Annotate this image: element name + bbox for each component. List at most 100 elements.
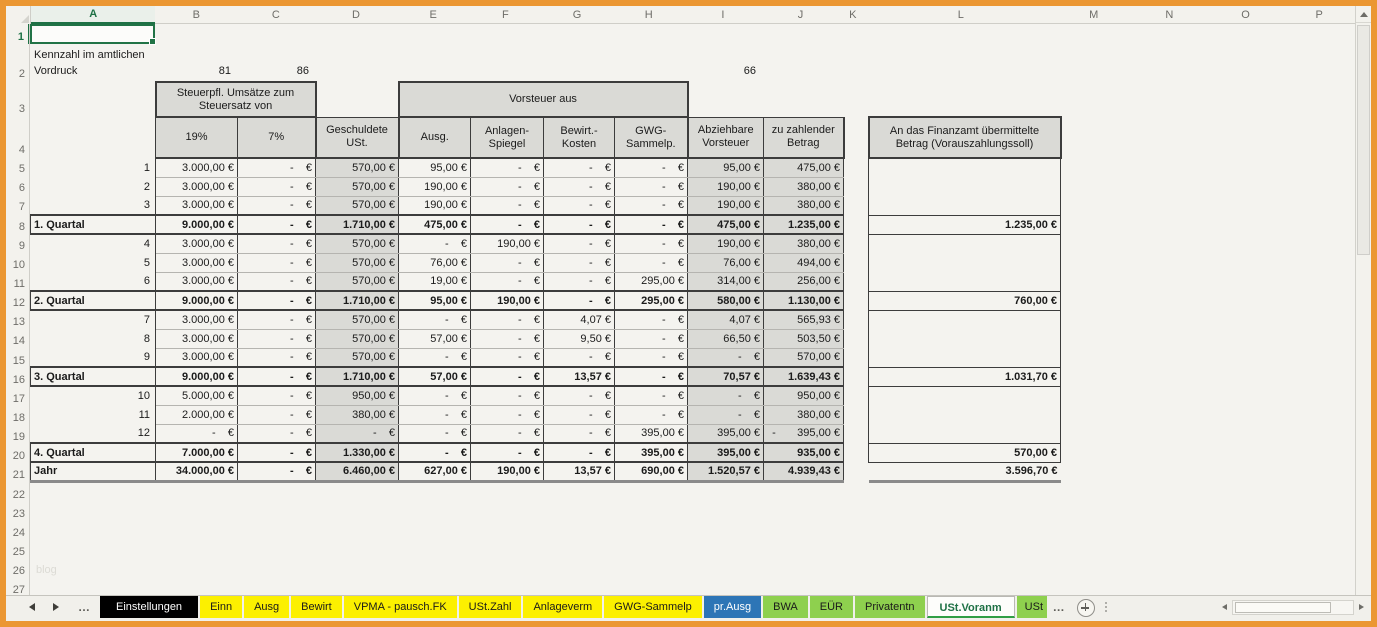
sheet-tab[interactable]: Einstellungen [100, 596, 199, 618]
cell-abziehbare-vorsteuer[interactable]: 190,00 € [687, 233, 764, 254]
cell-zu-zahlender-betrag[interactable]: 1.130,00 € [763, 290, 844, 311]
cell-gwg-sammelp[interactable]: 295,00 € [614, 271, 688, 292]
add-sheet-button[interactable] [1076, 599, 1095, 617]
cell-umsatz-7[interactable]: - € [237, 461, 316, 483]
cell-finanzamt-betrag[interactable] [868, 177, 1061, 196]
cell-umsatz-7[interactable]: - € [237, 442, 316, 463]
cell-period-label[interactable]: 6 [30, 272, 156, 291]
cell-ausg[interactable]: 76,00 € [398, 252, 471, 273]
cell-zu-zahlender-betrag[interactable]: 380,00 € [763, 404, 844, 425]
column-header[interactable]: G [541, 6, 613, 24]
cell-finanzamt-betrag[interactable]: 1.031,70 € [868, 366, 1061, 387]
sheet-tab[interactable]: GWG-Sammelp [604, 596, 702, 618]
row-header[interactable]: 26 [12, 565, 25, 578]
cell-bewirt-kosten[interactable]: - € [543, 290, 615, 311]
cell-umsatz-7[interactable]: - € [237, 423, 316, 444]
cell-ausg[interactable]: 95,00 € [398, 290, 471, 311]
cell-ausg[interactable]: 190,00 € [398, 195, 471, 216]
cell-ausg[interactable]: - € [398, 385, 471, 406]
cell-geschuldete-ust[interactable]: 380,00 € [315, 404, 399, 425]
cell-geschuldete-ust[interactable]: 570,00 € [315, 252, 399, 273]
cell-geschuldete-ust[interactable]: 570,00 € [315, 347, 399, 368]
row-header[interactable]: 21 [12, 469, 25, 482]
cell-umsatz-19[interactable]: 7.000,00 € [155, 442, 238, 463]
column-header[interactable]: E [397, 6, 469, 24]
cell-umsatz-19[interactable]: 3.000,00 € [155, 309, 238, 330]
cell-period-label[interactable]: 4. Quartal [30, 442, 156, 463]
cell-zu-zahlender-betrag[interactable]: 380,00 € [763, 195, 844, 216]
cell-geschuldete-ust[interactable]: 570,00 € [315, 271, 399, 292]
cell-abziehbare-vorsteuer[interactable]: 95,00 € [687, 157, 764, 178]
row-header[interactable]: 25 [12, 545, 25, 558]
cell-gwg-sammelp[interactable]: - € [614, 157, 688, 178]
cell-finanzamt-betrag[interactable] [868, 386, 1061, 405]
cell-umsatz-19[interactable]: 9.000,00 € [155, 366, 238, 387]
cell-ausg[interactable]: 57,00 € [398, 328, 471, 349]
sheet-tab[interactable]: USt.Voranm [926, 596, 1015, 618]
row-header[interactable]: 23 [12, 507, 25, 520]
row-header[interactable]: 18 [12, 411, 25, 424]
hscroll-thumb[interactable] [1235, 601, 1331, 613]
cell-period-label[interactable]: 7 [30, 310, 156, 329]
cell-finanzamt-betrag[interactable] [868, 329, 1061, 348]
cell-abziehbare-vorsteuer[interactable]: 1.520,57 € [687, 461, 764, 483]
header-finanzamt[interactable]: An das Finanzamt übermittelte Betrag (Vo… [867, 116, 1062, 159]
cell-geschuldete-ust[interactable]: 570,00 € [315, 233, 399, 254]
tab-overflow-left[interactable]: … [78, 600, 90, 614]
header-abziehbare-vorsteuer[interactable]: Abziehbare Vorsteuer [686, 116, 764, 159]
cell-ausg[interactable]: - € [398, 404, 471, 425]
cell-gwg-sammelp[interactable]: - € [614, 347, 688, 368]
cell-gwg-sammelp[interactable]: - € [614, 214, 688, 235]
row-header[interactable]: 22 [12, 488, 25, 501]
vscroll-thumb[interactable] [1357, 25, 1370, 255]
cell-period-label[interactable]: 3. Quartal [30, 366, 156, 387]
row-header[interactable]: 19 [12, 431, 25, 444]
column-header[interactable]: I [685, 6, 761, 24]
cell-zu-zahlender-betrag[interactable]: 935,00 € [763, 442, 844, 463]
sheet-tab[interactable]: EÜR [809, 596, 853, 618]
cell-ausg[interactable]: 57,00 € [398, 366, 471, 387]
row-header[interactable]: 16 [12, 373, 25, 386]
row-header[interactable]: 15 [12, 354, 25, 367]
cell-anlagen-spiegel[interactable]: - € [470, 214, 544, 235]
column-header[interactable]: H [612, 6, 686, 24]
tab-nav-left-button[interactable] [24, 596, 40, 618]
cell-abziehbare-vorsteuer[interactable]: - € [687, 347, 764, 368]
header-zu-zahlender-betrag[interactable]: zu zahlender Betrag [763, 116, 845, 159]
scroll-left-button[interactable] [1217, 599, 1232, 615]
cell-abziehbare-vorsteuer[interactable]: 580,00 € [687, 290, 764, 311]
cell-gwg-sammelp[interactable]: - € [614, 195, 688, 216]
cell-ausg[interactable]: 95,00 € [398, 157, 471, 178]
cell-gwg-sammelp[interactable]: 295,00 € [614, 290, 688, 311]
cell-zu-zahlender-betrag[interactable]: 494,00 € [763, 252, 844, 273]
cell-umsatz-7[interactable]: - € [237, 233, 316, 254]
selected-cell-a1[interactable] [30, 24, 156, 45]
cell-anlagen-spiegel[interactable]: - € [470, 366, 544, 387]
cell-umsatz-19[interactable]: 3.000,00 € [155, 157, 238, 178]
header-bewirt-kosten[interactable]: Bewirt.-Kosten [543, 116, 615, 159]
cell-zu-zahlender-betrag[interactable]: 503,50 € [763, 328, 844, 349]
cell-geschuldete-ust[interactable]: 1.710,00 € [315, 366, 399, 387]
sheet-tab[interactable]: pr.Ausg [703, 596, 762, 618]
cell-finanzamt-betrag[interactable] [868, 234, 1061, 253]
column-header[interactable]: A [31, 6, 156, 24]
cell-finanzamt-betrag[interactable]: 570,00 € [868, 442, 1061, 463]
header-rate-7[interactable]: 7% [237, 116, 316, 159]
sheet-tab[interactable]: Bewirt [291, 596, 342, 618]
cell-ausg[interactable]: 627,00 € [398, 461, 471, 483]
cell-umsatz-7[interactable]: - € [237, 176, 316, 197]
cell-bewirt-kosten[interactable]: - € [543, 271, 615, 292]
select-all-corner[interactable] [6, 6, 31, 25]
cell-anlagen-spiegel[interactable]: - € [470, 347, 544, 368]
cell-bewirt-kosten[interactable]: - € [543, 385, 615, 406]
cell-bewirt-kosten[interactable]: - € [543, 252, 615, 273]
column-header[interactable]: K [840, 6, 866, 24]
row-header[interactable]: 24 [12, 526, 25, 539]
header-steuerpfl-umsaetze[interactable]: Steuerpfl. Umsätze zum Steuersatz von [154, 81, 317, 118]
cell-umsatz-19[interactable]: 9.000,00 € [155, 290, 238, 311]
cell-umsatz-19[interactable]: 34.000,00 € [155, 461, 238, 483]
row-header[interactable]: 10 [12, 258, 25, 271]
sheet-tab[interactable]: Privatentn [855, 596, 925, 618]
cell-i2-code[interactable]: 66 [743, 65, 756, 77]
cell-geschuldete-ust[interactable]: 570,00 € [315, 328, 399, 349]
